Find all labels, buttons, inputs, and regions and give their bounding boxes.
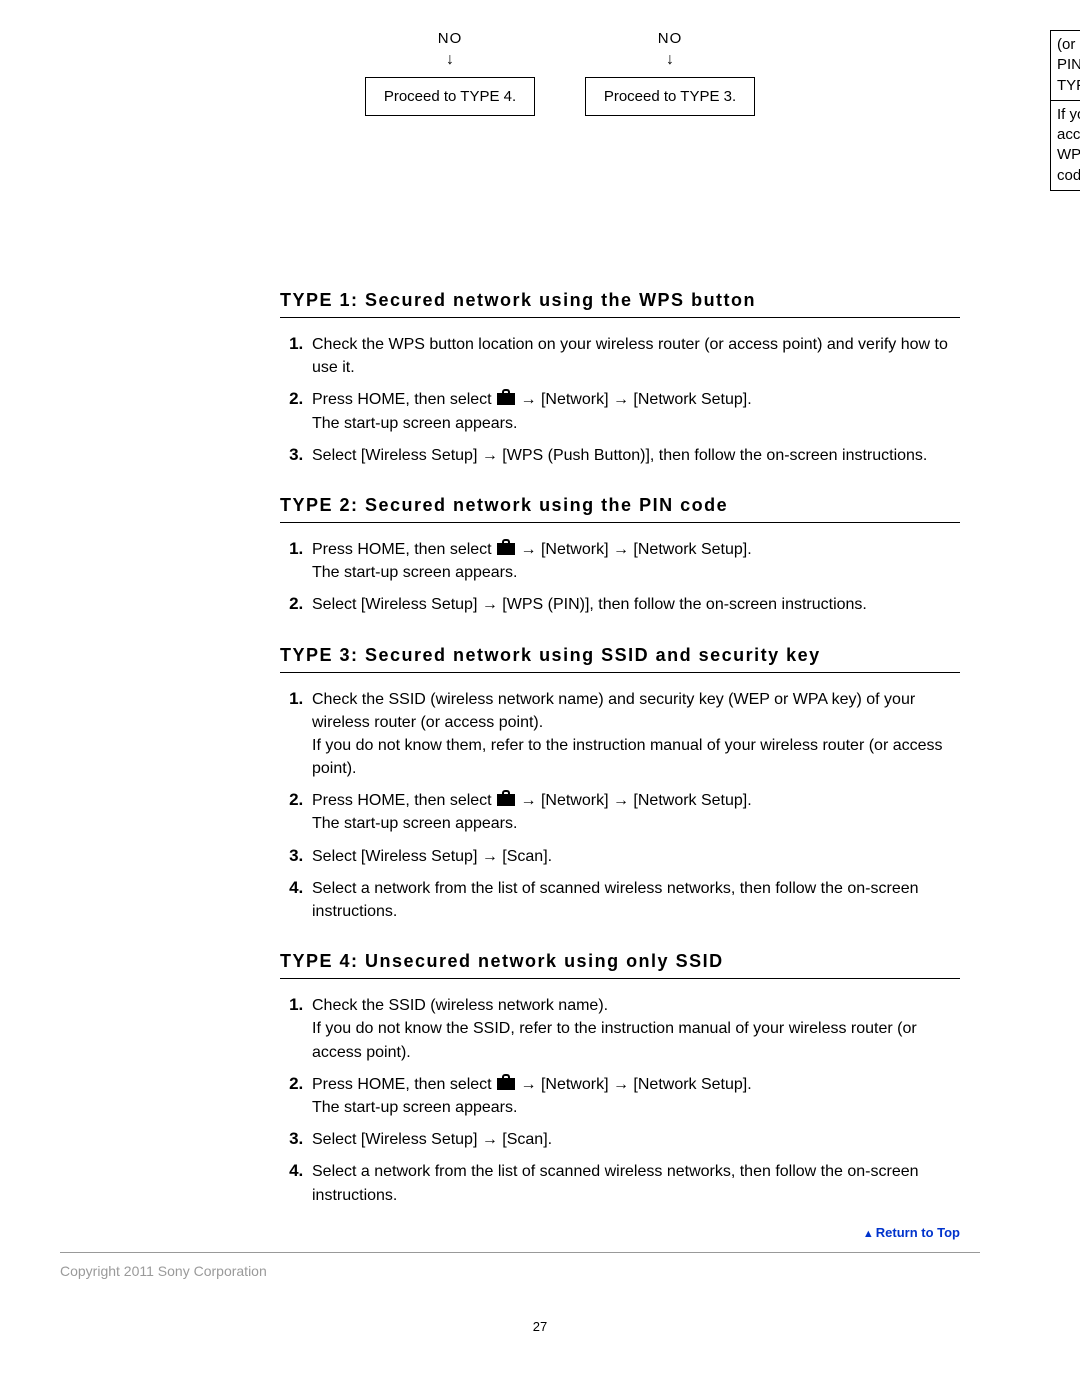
steps-list-type3: Check the SSID (wireless network name) a… — [280, 687, 960, 924]
footer-divider — [60, 1252, 980, 1253]
step-item: Press HOME, then select → [Network] → [N… — [308, 788, 960, 835]
triangle-up-icon: ▲ — [863, 1228, 874, 1240]
section-divider — [280, 317, 960, 318]
flow-box-type4: Proceed to TYPE 4. — [365, 77, 535, 116]
step-item: Press HOME, then select → [Network] → [N… — [308, 537, 960, 584]
flow-no-label: NO — [360, 30, 540, 47]
section-divider — [280, 978, 960, 979]
flow-arrow-down-icon: ↓ — [580, 51, 760, 69]
flow-side-box-pin: (or access point) has a PIN code, procee… — [1050, 30, 1080, 101]
flow-column-type4: NO ↓ Proceed to TYPE 4. — [360, 30, 540, 116]
step-item: Select [Wireless Setup] → [Scan]. — [308, 1127, 960, 1151]
toolbox-icon — [497, 794, 515, 806]
section-title-type2: TYPE 2: Secured network using the PIN co… — [280, 495, 960, 516]
toolbox-icon — [497, 543, 515, 555]
steps-list-type2: Press HOME, then select → [Network] → [N… — [280, 537, 960, 617]
section-divider — [280, 522, 960, 523]
section-divider — [280, 672, 960, 673]
flow-side-box-wps-pin: If your wireless router (or access point… — [1050, 101, 1080, 191]
page-number: 27 — [60, 1319, 1020, 1334]
flow-no-label: NO — [580, 30, 760, 47]
section-title-type1: TYPE 1: Secured network using the WPS bu… — [280, 290, 960, 311]
flow-column-type3: NO ↓ Proceed to TYPE 3. — [580, 30, 760, 116]
toolbox-icon — [497, 393, 515, 405]
flow-box-type3: Proceed to TYPE 3. — [585, 77, 755, 116]
steps-list-type1: Check the WPS button location on your wi… — [280, 332, 960, 467]
section-title-type3: TYPE 3: Secured network using SSID and s… — [280, 645, 960, 666]
main-content: TYPE 1: Secured network using the WPS bu… — [280, 290, 960, 1240]
steps-list-type4: Check the SSID (wireless network name). … — [280, 993, 960, 1207]
step-item: Select [Wireless Setup] → [Scan]. — [308, 844, 960, 868]
step-item: Check the SSID (wireless network name). … — [308, 993, 960, 1064]
step-item: Press HOME, then select → [Network] → [N… — [308, 387, 960, 434]
step-item: Select a network from the list of scanne… — [308, 876, 960, 923]
flow-arrow-down-icon: ↓ — [360, 51, 540, 69]
flow-side-boxes: (or access point) has a PIN code, procee… — [1050, 30, 1080, 191]
step-item: Select [Wireless Setup] → [WPS (PIN)], t… — [308, 592, 960, 616]
toolbox-icon — [497, 1078, 515, 1090]
flow-diagram: NO ↓ Proceed to TYPE 4. NO ↓ Proceed to … — [280, 30, 1020, 190]
step-item: Check the WPS button location on your wi… — [308, 332, 960, 379]
copyright-text: Copyright 2011 Sony Corporation — [60, 1263, 1020, 1279]
step-item: Select a network from the list of scanne… — [308, 1159, 960, 1206]
return-to-top-link[interactable]: ▲Return to Top — [280, 1225, 960, 1240]
step-item: Select [Wireless Setup] → [WPS (Push But… — [308, 443, 960, 467]
step-item: Press HOME, then select → [Network] → [N… — [308, 1072, 960, 1119]
section-title-type4: TYPE 4: Unsecured network using only SSI… — [280, 951, 960, 972]
step-item: Check the SSID (wireless network name) a… — [308, 687, 960, 781]
